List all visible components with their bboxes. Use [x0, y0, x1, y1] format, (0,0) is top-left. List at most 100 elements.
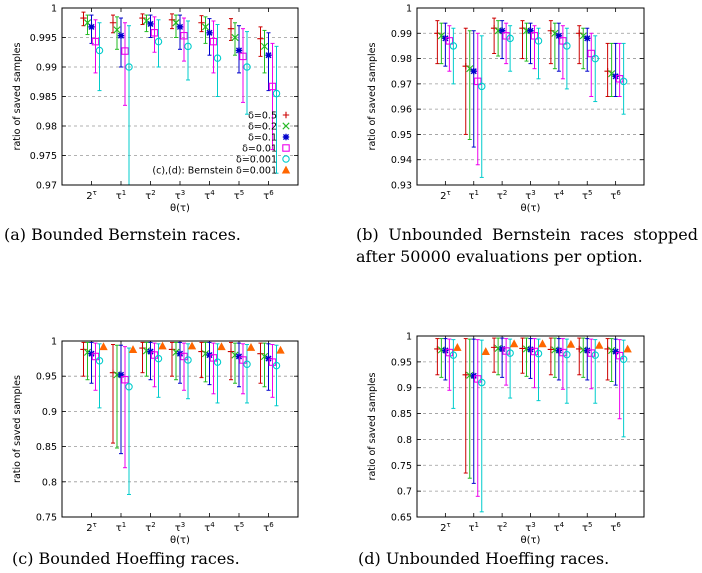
x-tick-label: τ6 [610, 521, 621, 534]
data-point [502, 32, 510, 40]
data-point [128, 345, 138, 353]
data-point [121, 47, 129, 55]
data-point [117, 32, 125, 39]
x-tick-label: 2τ [86, 189, 97, 202]
series-3 [445, 338, 624, 497]
caption-d: (d) Unbounded Hoeffing races. [358, 549, 610, 568]
data-point [477, 378, 486, 387]
y-tick-label: 0.85 [391, 409, 412, 420]
data-point [470, 68, 477, 75]
data-point [576, 345, 583, 353]
data-point [201, 350, 210, 358]
data-point [243, 360, 251, 368]
series-2 [88, 14, 272, 92]
series-3 [445, 22, 624, 166]
data-point [619, 77, 628, 86]
data-point [470, 372, 477, 380]
data-point [490, 344, 498, 351]
data-point [95, 356, 104, 365]
y-axis-label: ratio of saved samples [367, 43, 378, 151]
data-point [563, 42, 571, 50]
x-axis-label: θ(τ) [170, 535, 190, 546]
data-point [139, 14, 146, 22]
data-point [619, 355, 628, 364]
data-point [498, 27, 506, 34]
data-point [442, 347, 449, 354]
data-point [449, 42, 458, 50]
legend-label: δ=0.01 [242, 144, 277, 155]
data-point [555, 32, 563, 40]
data-point [117, 371, 125, 378]
caption-b: (b) Unbounded Bernstein races stopped af… [356, 225, 698, 266]
data-point [591, 54, 599, 63]
data-point [184, 42, 192, 51]
data-point [506, 349, 514, 357]
data-point [184, 356, 192, 364]
y-tick-label: 0.99 [391, 29, 412, 40]
series-0 [434, 17, 611, 135]
x-tick-label: τ1 [469, 189, 480, 202]
y-tick-label: 0.99 [36, 63, 57, 74]
y-tick-label: 0.75 [36, 513, 57, 524]
legend-label: δ=0.5 [248, 111, 277, 122]
data-point [272, 361, 281, 370]
y-tick-label: 0.65 [391, 513, 412, 524]
plot-frame [416, 335, 645, 518]
x-tick-label: 2τ [440, 521, 451, 534]
data-point [109, 19, 117, 26]
series-1 [83, 341, 269, 449]
x-tick-label: τ1 [469, 521, 480, 534]
series-1 [83, 14, 269, 74]
y-tick-label: 0.8 [42, 477, 57, 488]
data-point [80, 14, 87, 22]
data-point [227, 348, 235, 355]
data-point [612, 73, 619, 80]
data-point [534, 37, 543, 45]
data-point [282, 111, 290, 119]
x-tick-label: τ2 [497, 521, 508, 534]
plot-frame [61, 340, 299, 518]
data-point [154, 37, 163, 46]
data-point [147, 20, 154, 28]
data-point [260, 42, 269, 50]
y-tick-label: 0.75 [391, 461, 412, 472]
y-tick-label: 0.95 [36, 372, 57, 383]
data-point [187, 341, 197, 350]
data-point [239, 356, 247, 364]
data-point [462, 371, 469, 378]
data-point [584, 347, 591, 354]
data-point [246, 343, 256, 351]
data-point [257, 35, 264, 42]
data-point [591, 351, 599, 359]
data-point [209, 37, 218, 46]
data-point [91, 37, 100, 46]
data-point [563, 350, 571, 359]
data-point [265, 52, 272, 59]
y-tick-label: 1 [51, 337, 57, 348]
x-tick-label: τ3 [525, 189, 536, 202]
data-point [473, 77, 482, 86]
y-axis-label: ratio of saved samples [12, 375, 23, 483]
data-point [587, 349, 595, 357]
series-3 [91, 16, 277, 151]
x-tick-label: τ1 [116, 521, 127, 534]
data-point [587, 49, 595, 58]
data-point [498, 345, 506, 353]
y-axis-label: ratio of saved samples [367, 373, 378, 481]
data-point [91, 352, 100, 361]
data-point [559, 37, 567, 45]
chart-a: 0.97 0.975 0.98 0.985 0.99 0.995 1 2τ τ1 τ2 τ3 τ4 τ5… [12, 4, 299, 214]
data-point [282, 144, 290, 152]
data-point [239, 52, 247, 61]
data-point [121, 375, 129, 384]
y-tick-label: 0.985 [30, 92, 57, 103]
data-point [88, 23, 95, 31]
data-point [231, 351, 239, 359]
data-point [530, 32, 539, 40]
data-point [265, 355, 272, 362]
series-4 [95, 19, 281, 186]
x-tick-label: τ4 [204, 189, 215, 202]
y-axis-label: ratio of saved samples [12, 43, 23, 151]
y-tick-label: 0.85 [36, 442, 57, 453]
